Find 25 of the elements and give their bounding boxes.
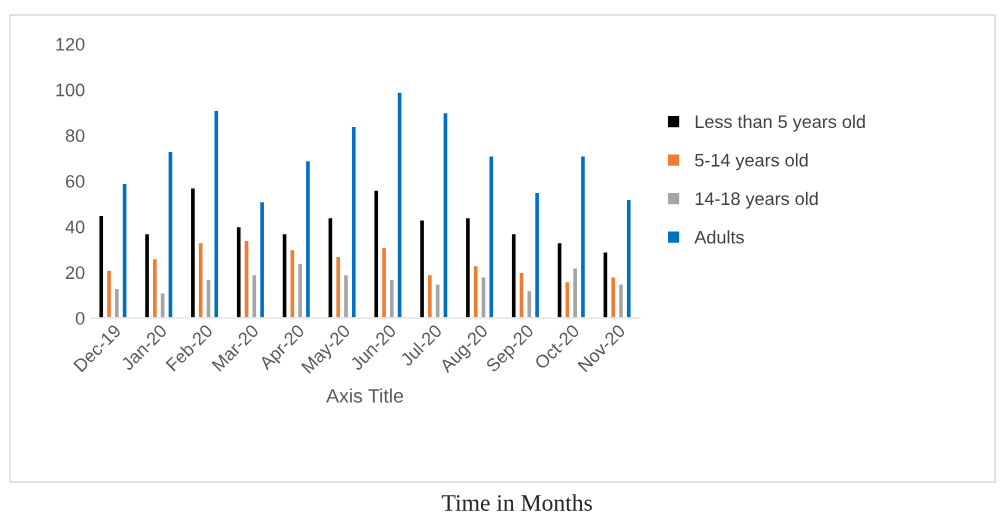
legend-label: Adults	[694, 230, 744, 244]
bar	[350, 125, 357, 318]
text: Time in Months	[441, 494, 592, 511]
legend-label: 14-18 years old	[695, 191, 818, 209]
bar	[342, 273, 350, 318]
y-tick-label: 120	[56, 37, 85, 51]
legend-label: 5-14 years old	[695, 153, 808, 171]
y-tick-label: 60	[65, 174, 85, 188]
bar	[373, 189, 380, 318]
bar	[418, 219, 426, 318]
legend-label: Less than 5 years old	[695, 114, 865, 132]
y-tick-label: 100	[56, 83, 85, 97]
y-tick-label: 0	[75, 311, 85, 325]
y-tick-label: 80	[65, 129, 85, 143]
bar	[304, 159, 312, 318]
bar	[617, 283, 625, 318]
y-tick-label: 20	[65, 266, 85, 280]
bar	[98, 214, 105, 318]
bar	[579, 155, 587, 318]
y-tick-label: 40	[65, 220, 85, 234]
bar	[625, 198, 632, 318]
bar	[105, 269, 113, 318]
x-axis-title: Axis Title	[326, 388, 404, 403]
bar	[380, 246, 388, 318]
bar	[143, 232, 151, 318]
